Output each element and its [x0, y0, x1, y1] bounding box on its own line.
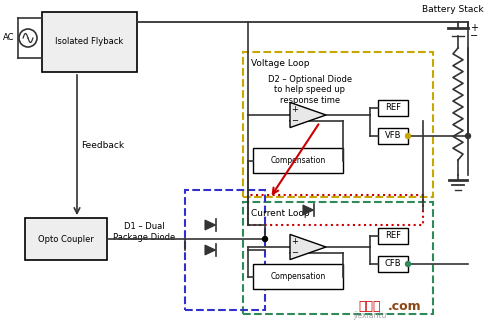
Circle shape — [406, 134, 410, 138]
Text: REF: REF — [385, 103, 401, 112]
Text: jiexiantu: jiexiantu — [354, 310, 386, 319]
Bar — [378, 256, 408, 272]
Text: Current Loop: Current Loop — [251, 210, 310, 219]
Bar — [253, 264, 343, 289]
Bar — [185, 190, 265, 310]
Text: +: + — [292, 237, 298, 246]
Bar — [243, 52, 433, 197]
Text: Compensation: Compensation — [270, 272, 326, 281]
Text: D1 – Dual
Package Diode: D1 – Dual Package Diode — [113, 222, 175, 242]
Polygon shape — [290, 102, 326, 128]
Text: VFB: VFB — [385, 132, 401, 141]
Text: +: + — [470, 23, 478, 33]
Polygon shape — [303, 205, 314, 215]
Polygon shape — [205, 220, 216, 230]
Text: Isolated Flyback: Isolated Flyback — [56, 38, 124, 47]
Text: D2 – Optional Diode
to help speed up
response time: D2 – Optional Diode to help speed up res… — [268, 75, 352, 105]
Text: REF: REF — [385, 231, 401, 240]
Bar — [253, 148, 343, 173]
Polygon shape — [290, 234, 326, 260]
Circle shape — [466, 134, 470, 138]
Text: −: − — [292, 117, 298, 126]
Text: Battery Stack: Battery Stack — [422, 5, 484, 14]
Bar — [248, 195, 423, 225]
Text: AC: AC — [2, 33, 14, 42]
Text: −: − — [470, 31, 478, 41]
Text: Opto Coupler: Opto Coupler — [38, 235, 94, 244]
Bar — [42, 12, 137, 72]
Circle shape — [262, 237, 268, 241]
Circle shape — [406, 262, 410, 266]
Text: −: − — [292, 248, 298, 257]
Text: CFB: CFB — [384, 259, 402, 268]
Polygon shape — [205, 245, 216, 255]
Text: Voltage Loop: Voltage Loop — [251, 59, 310, 68]
Bar — [378, 128, 408, 144]
Text: Compensation: Compensation — [270, 156, 326, 165]
Text: Feedback: Feedback — [81, 141, 124, 150]
Text: .com: .com — [388, 299, 422, 313]
Bar — [25, 218, 107, 260]
Bar — [378, 100, 408, 116]
Text: 接线图: 接线图 — [358, 299, 380, 313]
Text: +: + — [292, 105, 298, 114]
Bar — [243, 202, 433, 314]
Bar — [378, 228, 408, 244]
